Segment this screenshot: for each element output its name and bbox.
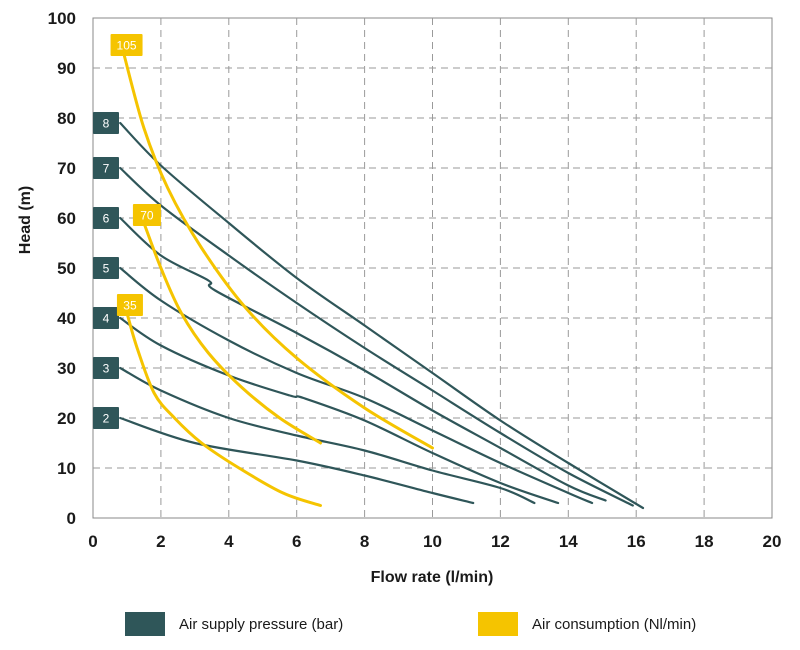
pressure-curve-2 bbox=[119, 416, 475, 505]
svg-text:70: 70 bbox=[140, 209, 154, 223]
pressure-tag-7: 7 bbox=[93, 157, 119, 179]
y-tick-label: 30 bbox=[57, 359, 76, 378]
pressure-curve-6 bbox=[119, 216, 607, 502]
x-tick-label: 20 bbox=[763, 532, 782, 551]
svg-text:35: 35 bbox=[123, 299, 137, 313]
svg-text:7: 7 bbox=[103, 162, 110, 176]
x-tick-label: 10 bbox=[423, 532, 442, 551]
legend-label-pressure: Air supply pressure (bar) bbox=[179, 615, 344, 633]
legend-item-air-consumption: Air consumption (Nl/min) bbox=[478, 612, 696, 636]
x-tick-label: 2 bbox=[156, 532, 165, 551]
x-tick-label: 16 bbox=[627, 532, 646, 551]
consumption-tag-35: 35 bbox=[116, 294, 143, 316]
y-tick-label: 40 bbox=[57, 309, 76, 328]
y-tick-label: 80 bbox=[57, 109, 76, 128]
y-tick-label: 0 bbox=[67, 509, 76, 528]
consumption-curve-70 bbox=[142, 221, 322, 445]
x-tick-label: 8 bbox=[360, 532, 369, 551]
x-tick-label: 0 bbox=[88, 532, 97, 551]
pressure-tag-3: 3 bbox=[93, 357, 119, 379]
pressure-tag-6: 6 bbox=[93, 207, 119, 229]
legend-label-consumption: Air consumption (Nl/min) bbox=[532, 615, 697, 633]
svg-text:2: 2 bbox=[103, 412, 110, 426]
pressure-curve-3 bbox=[119, 366, 536, 505]
x-axis-title: Flow rate (l/min) bbox=[371, 569, 494, 586]
curve-tags-layer: 2 3 4 5 6 7 8 35 70 105 bbox=[93, 34, 161, 429]
y-tick-label: 70 bbox=[57, 159, 76, 178]
pressure-tag-8: 8 bbox=[93, 112, 119, 134]
legend-swatch-consumption bbox=[478, 612, 518, 636]
consumption-tag-105: 105 bbox=[110, 34, 143, 56]
y-tick-label: 90 bbox=[57, 59, 76, 78]
svg-text:3: 3 bbox=[103, 362, 110, 376]
legend-item-air-supply-pressure: Air supply pressure (bar) bbox=[125, 612, 343, 636]
pressure-curve-4 bbox=[119, 316, 560, 505]
y-tick-label: 100 bbox=[48, 9, 76, 28]
consumption-curve-35 bbox=[125, 311, 322, 507]
svg-text:8: 8 bbox=[103, 117, 110, 131]
y-tick-label: 60 bbox=[57, 209, 76, 228]
x-tick-label: 14 bbox=[559, 532, 578, 551]
pressure-tag-2: 2 bbox=[93, 407, 119, 429]
y-tick-label: 20 bbox=[57, 409, 76, 428]
svg-text:5: 5 bbox=[103, 262, 110, 276]
y-tick-label: 10 bbox=[57, 459, 76, 478]
x-axis-ticks: 0 2 4 6 8 10 12 14 16 18 20 bbox=[88, 532, 781, 551]
grid-lines bbox=[93, 18, 772, 518]
x-tick-label: 6 bbox=[292, 532, 301, 551]
pressure-tag-4: 4 bbox=[93, 307, 119, 329]
y-tick-label: 50 bbox=[57, 259, 76, 278]
svg-text:105: 105 bbox=[117, 39, 137, 53]
consumption-curve-105 bbox=[122, 51, 434, 450]
flow-head-chart: 0 2 4 6 8 10 12 14 16 18 20 0 10 20 30 40 50 60 70 80 90 100… bbox=[17, 9, 781, 586]
svg-text:6: 6 bbox=[103, 212, 110, 226]
legend-swatch-pressure bbox=[125, 612, 165, 636]
x-tick-label: 12 bbox=[491, 532, 510, 551]
x-tick-label: 4 bbox=[224, 532, 234, 551]
pressure-tag-5: 5 bbox=[93, 257, 119, 279]
pressure-curve-8 bbox=[119, 121, 645, 510]
consumption-tag-70: 70 bbox=[132, 204, 161, 226]
y-axis-title: Head (m) bbox=[17, 186, 34, 254]
svg-text:4: 4 bbox=[103, 312, 110, 326]
curves-layer bbox=[119, 51, 645, 510]
y-axis-ticks: 0 10 20 30 40 50 60 70 80 90 100 bbox=[48, 9, 76, 528]
x-tick-label: 18 bbox=[695, 532, 714, 551]
